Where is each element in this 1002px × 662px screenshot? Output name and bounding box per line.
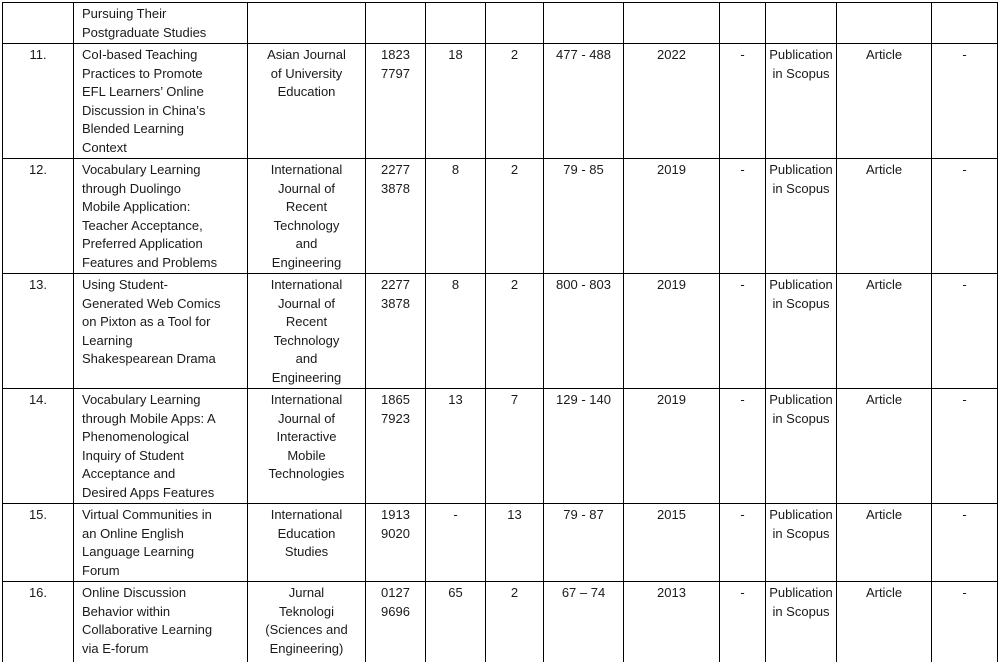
- cell-issue: 2: [485, 581, 544, 662]
- cell-col9: -: [719, 158, 766, 274]
- cell-issn: [365, 2, 426, 44]
- cell-issue: [485, 2, 544, 44]
- cell-journal: International Education Studies: [247, 503, 366, 582]
- cell-volume: 8: [425, 273, 486, 389]
- cell-no: 16.: [2, 581, 74, 662]
- cell-journal: Asian Journal of University Education: [247, 43, 366, 159]
- cell-col9: -: [719, 43, 766, 159]
- cell-no: 14.: [2, 388, 74, 504]
- cell-doc_type: Article: [836, 581, 932, 662]
- cell-volume: 18: [425, 43, 486, 159]
- cell-pages: 129 - 140: [543, 388, 624, 504]
- cell-issn: 2277 3878: [365, 158, 426, 274]
- cell-col12: [931, 2, 998, 44]
- cell-issue: 2: [485, 273, 544, 389]
- cell-col12: -: [931, 43, 998, 159]
- cell-pages: 67 – 74: [543, 581, 624, 662]
- table-row: Pursuing Their Postgraduate Studies: [2, 2, 998, 44]
- cell-year: 2019: [623, 273, 720, 389]
- cell-no: [2, 2, 74, 44]
- cell-year: 2015: [623, 503, 720, 582]
- cell-no: 15.: [2, 503, 74, 582]
- cell-col12: -: [931, 273, 998, 389]
- cell-pages: 800 - 803: [543, 273, 624, 389]
- cell-col9: -: [719, 581, 766, 662]
- cell-title: Online Discussion Behavior within Collab…: [73, 581, 248, 662]
- cell-issue: 2: [485, 158, 544, 274]
- cell-no: 12.: [2, 158, 74, 274]
- cell-status: Publication in Scopus: [765, 43, 837, 159]
- cell-issn: 0127 9696: [365, 581, 426, 662]
- cell-col12: -: [931, 581, 998, 662]
- cell-issue: 13: [485, 503, 544, 582]
- cell-title: Virtual Communities in an Online English…: [73, 503, 248, 582]
- cell-issn: 1913 9020: [365, 503, 426, 582]
- cell-journal: International Journal of Interactive Mob…: [247, 388, 366, 504]
- cell-issn: 1865 7923: [365, 388, 426, 504]
- cell-journal: Jurnal Teknologi (Sciences and Engineeri…: [247, 581, 366, 662]
- cell-no: 13.: [2, 273, 74, 389]
- cell-pages: [543, 2, 624, 44]
- cell-col9: -: [719, 503, 766, 582]
- cell-volume: -: [425, 503, 486, 582]
- cell-journal: International Journal of Recent Technolo…: [247, 158, 366, 274]
- cell-year: [623, 2, 720, 44]
- cell-doc_type: Article: [836, 273, 932, 389]
- table-row: 15. Virtual Communities in an Online Engl…: [2, 503, 998, 582]
- cell-status: Publication in Scopus: [765, 503, 837, 582]
- cell-volume: [425, 2, 486, 44]
- cell-journal: [247, 2, 366, 44]
- cell-pages: 79 - 85: [543, 158, 624, 274]
- cell-status: Publication in Scopus: [765, 388, 837, 504]
- cell-issn: 1823 7797: [365, 43, 426, 159]
- cell-title: Using Student- Generated Web Comics on P…: [73, 273, 248, 389]
- cell-volume: 8: [425, 158, 486, 274]
- cell-title: Vocabulary Learning through Duolingo Mob…: [73, 158, 248, 274]
- table-row: 13. Using Student- Generated Web Comics o…: [2, 273, 998, 389]
- cell-col12: -: [931, 158, 998, 274]
- cell-doc_type: [836, 2, 932, 44]
- table-row: 12. Vocabulary Learning through Duolingo …: [2, 158, 998, 274]
- cell-col9: [719, 2, 766, 44]
- cell-col9: -: [719, 273, 766, 389]
- cell-title: Pursuing Their Postgraduate Studies: [73, 2, 248, 44]
- cell-title: Vocabulary Learning through Mobile Apps:…: [73, 388, 248, 504]
- cell-year: 2013: [623, 581, 720, 662]
- cell-doc_type: Article: [836, 388, 932, 504]
- cell-status: Publication in Scopus: [765, 581, 837, 662]
- cell-issue: 2: [485, 43, 544, 159]
- cell-col9: -: [719, 388, 766, 504]
- cell-year: 2019: [623, 388, 720, 504]
- cell-pages: 477 - 488: [543, 43, 624, 159]
- cell-doc_type: Article: [836, 503, 932, 582]
- cell-status: [765, 2, 837, 44]
- cell-doc_type: Article: [836, 158, 932, 274]
- cell-doc_type: Article: [836, 43, 932, 159]
- cell-issue: 7: [485, 388, 544, 504]
- cell-status: Publication in Scopus: [765, 158, 837, 274]
- cell-year: 2019: [623, 158, 720, 274]
- cell-issn: 2277 3878: [365, 273, 426, 389]
- cell-col12: -: [931, 388, 998, 504]
- cell-journal: International Journal of Recent Technolo…: [247, 273, 366, 389]
- cell-status: Publication in Scopus: [765, 273, 837, 389]
- cell-volume: 13: [425, 388, 486, 504]
- cell-col12: -: [931, 503, 998, 582]
- table-row: 14. Vocabulary Learning through Mobile Ap…: [2, 388, 998, 504]
- cell-title: CoI-based Teaching Practices to Promote …: [73, 43, 248, 159]
- cell-year: 2022: [623, 43, 720, 159]
- table-row: 11. CoI-based Teaching Practices to Promo…: [2, 43, 998, 159]
- cell-volume: 65: [425, 581, 486, 662]
- cell-pages: 79 - 87: [543, 503, 624, 582]
- cell-no: 11.: [2, 43, 74, 159]
- table-row: 16. Online Discussion Behavior within Col…: [2, 581, 998, 662]
